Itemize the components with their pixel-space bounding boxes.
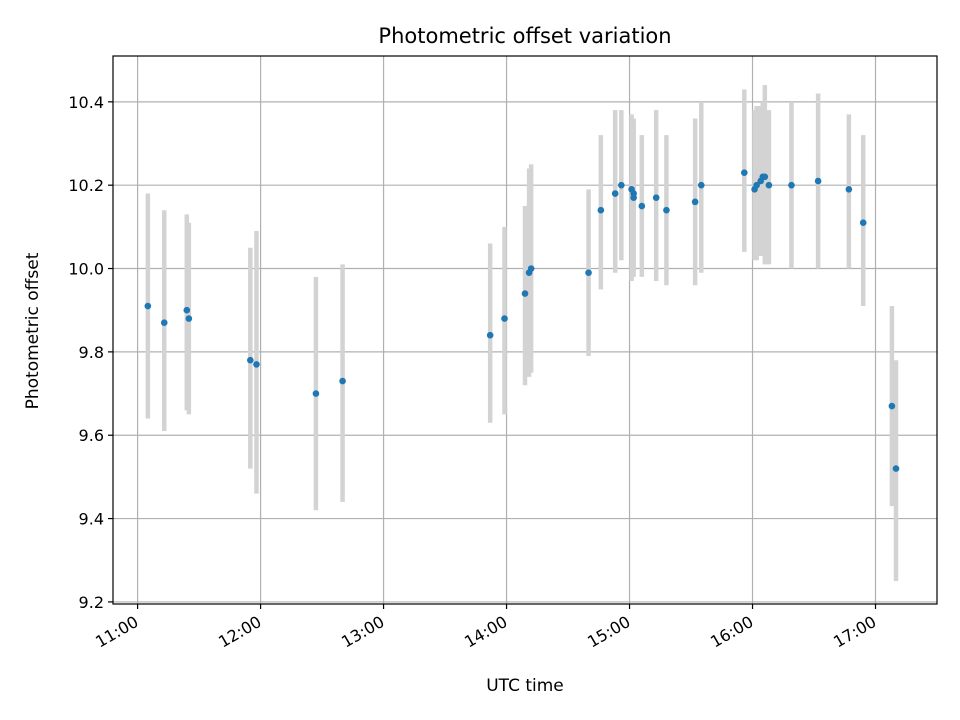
data-point xyxy=(339,377,346,385)
plot-frame xyxy=(112,55,938,605)
y-tick-label: 9.2 xyxy=(79,593,104,612)
data-point xyxy=(585,269,592,276)
y-axis-label: Photometric offset xyxy=(23,252,43,409)
data-point xyxy=(892,465,900,472)
data-point xyxy=(652,194,660,201)
data-point xyxy=(630,194,637,201)
data-point xyxy=(527,265,535,272)
data-point xyxy=(753,181,760,189)
data-point xyxy=(697,181,705,189)
data-point xyxy=(247,356,254,364)
data-point xyxy=(611,190,619,197)
y-tick-label: 9.6 xyxy=(79,426,104,445)
data-point xyxy=(501,315,508,322)
data-point xyxy=(597,206,605,214)
data-points xyxy=(144,169,900,472)
data-point xyxy=(845,186,853,193)
data-point xyxy=(765,181,773,189)
data-point xyxy=(618,181,625,189)
y-tick-label: 10.4 xyxy=(68,93,104,112)
data-point xyxy=(663,206,670,214)
data-point xyxy=(185,315,193,322)
data-point xyxy=(814,177,822,185)
data-point xyxy=(741,169,748,176)
y-tick-label: 10.0 xyxy=(68,260,104,279)
data-point xyxy=(144,302,152,310)
data-point xyxy=(486,331,494,339)
y-tick-label: 10.2 xyxy=(68,176,104,195)
data-point xyxy=(859,219,867,226)
data-point xyxy=(788,181,795,189)
data-point xyxy=(761,173,769,181)
data-point xyxy=(312,390,320,397)
x-axis-label: UTC time xyxy=(486,676,564,696)
data-point xyxy=(521,290,529,297)
data-point xyxy=(888,402,896,410)
y-axis-ticks: 9.2 9.4 9.6 9.8 10.0 10.2 10.4 xyxy=(68,93,113,612)
data-point xyxy=(691,198,699,206)
data-point xyxy=(253,361,260,368)
chart-title: Photometric offset variation xyxy=(378,24,671,48)
data-point xyxy=(160,319,168,327)
y-tick-label: 9.8 xyxy=(79,343,104,362)
data-point xyxy=(638,202,646,210)
data-point xyxy=(183,306,191,314)
y-tick-label: 9.4 xyxy=(79,510,104,529)
